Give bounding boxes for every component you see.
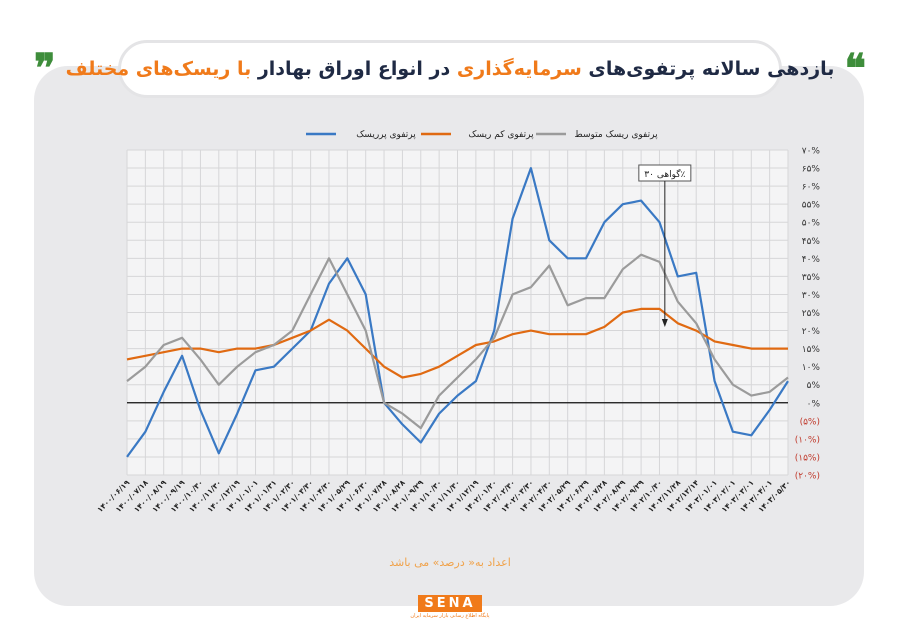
annotation-label: گواهی ۳۰٪: [644, 168, 685, 180]
y-tick-label: ۵۰%: [802, 219, 821, 229]
y-tick-label: ۴۵%: [802, 237, 821, 247]
sena-logo: SENA پایگاه اطلاع رسانی بازار سرمایه ایر…: [410, 592, 490, 622]
legend-label-0: پرتفوی پرریسک: [356, 130, 416, 140]
chart-title: بازدهی سالانه پرتفوی‌های سرمایه‌گذاری در…: [66, 58, 835, 80]
y-tick-label: ۲۰%: [802, 327, 821, 337]
y-tick-label: ۵۵%: [802, 201, 821, 211]
series-line-0: [126, 167, 789, 458]
y-tick-label: (۵%): [800, 417, 820, 427]
quote-close-icon: ❞: [34, 45, 56, 92]
logo-subtitle: پایگاه اطلاع رسانی بازار سرمایه ایران: [410, 613, 490, 619]
series-line-2: [126, 253, 789, 430]
y-tick-label: ۶۰%: [802, 183, 821, 193]
title-part2: در انواع اوراق بهادار: [257, 58, 457, 80]
y-tick-label: ۳۰%: [802, 291, 821, 301]
title-banner: ❝ بازدهی سالانه پرتفوی‌های سرمایه‌گذاری …: [34, 40, 866, 98]
y-tick-label: ۱۵%: [802, 345, 821, 355]
y-tick-label: (۲۰%): [795, 472, 820, 482]
y-tick-label: ۵%: [807, 381, 821, 391]
title-part1: بازدهی سالانه پرتفوی‌های: [581, 58, 835, 80]
y-tick-label: ۷۰%: [802, 147, 821, 157]
title-highlight: سرمایه‌گذاری: [456, 58, 582, 80]
series-line-1: [126, 307, 788, 379]
legend-label-2: پرتفوی ریسک متوسط: [574, 130, 658, 140]
y-tick-label: (۱۵%): [795, 453, 820, 463]
y-tick-label: ۳۵%: [802, 273, 821, 283]
annotation-arrow-head: [661, 318, 668, 327]
y-tick-label: ۱۰%: [802, 363, 821, 373]
y-tick-label: ۶۵%: [802, 165, 821, 175]
title-part3: با ریسک‌های مختلف: [65, 58, 258, 80]
y-tick-label: ۲۵%: [802, 309, 821, 319]
y-tick-label: (۱۰%): [795, 435, 820, 445]
logo-text: SENA: [418, 595, 482, 612]
unit-note: اعداد به« درصد» می باشد: [389, 556, 511, 569]
y-tick-label: ۴۰%: [802, 255, 821, 265]
y-tick-label: ۰%: [807, 399, 821, 409]
legend-label-1: پرتفوی کم ریسک: [468, 130, 534, 140]
quote-open-icon: ❝: [844, 45, 866, 92]
